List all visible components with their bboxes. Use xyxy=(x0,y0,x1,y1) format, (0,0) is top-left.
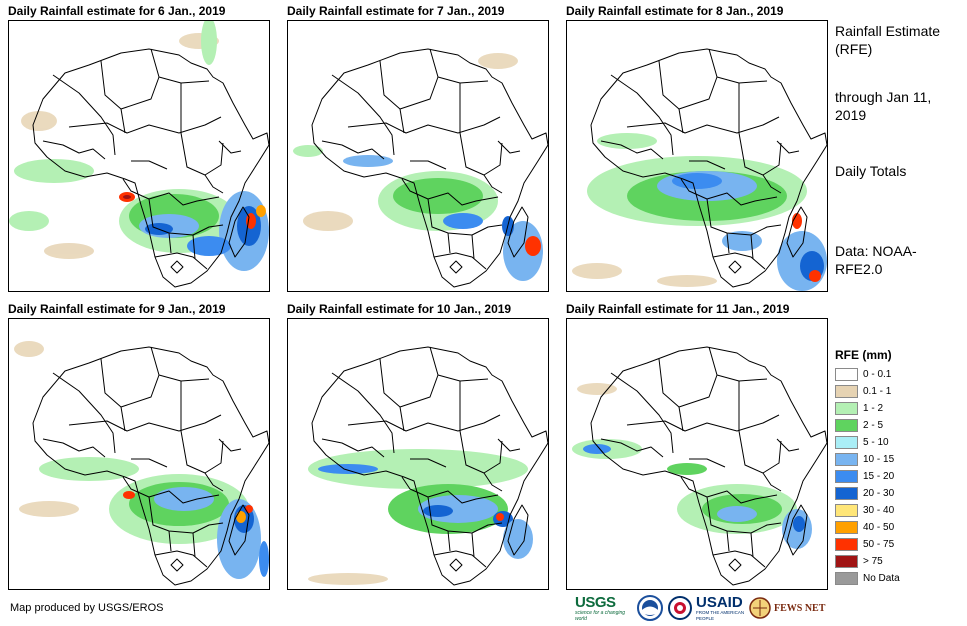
rfe-heading: Rainfall Estimate (RFE) xyxy=(835,23,941,57)
legend-item: 50 - 75 xyxy=(835,536,955,553)
noaa-logo xyxy=(637,593,665,623)
legend-swatch xyxy=(835,555,858,568)
usaid-logo: USAID FROM THE AMERICAN PEOPLE xyxy=(696,593,752,623)
legend-label: 1 - 2 xyxy=(863,403,884,414)
rainfall-map xyxy=(8,20,270,292)
rainfall-map-graphic xyxy=(572,346,827,586)
fews-net-wordmark: FEWS NET xyxy=(774,602,826,614)
legend-swatch xyxy=(835,368,858,381)
partner-logos: USGS science for a changing world USAID … xyxy=(575,593,825,623)
legend-swatch xyxy=(835,436,858,449)
legend-swatch xyxy=(835,504,858,517)
panel-title: Daily Rainfall estimate for 9 Jan., 2019 xyxy=(8,302,226,316)
legend-swatch xyxy=(835,470,858,483)
legend-label: 15 - 20 xyxy=(863,471,895,482)
rain-dry-area xyxy=(14,341,79,517)
legend-label: 10 - 15 xyxy=(863,454,895,465)
usaid-seal xyxy=(668,593,694,623)
legend-label: No Data xyxy=(863,573,900,584)
rainfall-map-graphic xyxy=(14,341,269,586)
legend-item: 1 - 2 xyxy=(835,400,955,417)
legend-title: RFE (mm) xyxy=(835,348,892,362)
legend-item: 15 - 20 xyxy=(835,468,955,485)
rainfall-map xyxy=(287,20,549,292)
legend-item: 30 - 40 xyxy=(835,502,955,519)
legend-item: 10 - 15 xyxy=(835,451,955,468)
panel-title: Daily Rainfall estimate for 10 Jan., 201… xyxy=(287,302,512,316)
legend-label: 30 - 40 xyxy=(863,505,895,516)
legend-label: 5 - 10 xyxy=(863,437,889,448)
noaa-seal-icon xyxy=(637,595,663,621)
legend-swatch xyxy=(835,538,858,551)
daily-totals-label: Daily Totals xyxy=(835,163,907,179)
rain-dry-area xyxy=(577,383,617,395)
legend-item: 0 - 0.1 xyxy=(835,366,955,383)
usgs-tagline: science for a changing world xyxy=(575,609,626,622)
legend-item: > 75 xyxy=(835,553,955,570)
map-credit: Map produced by USGS/EROS xyxy=(10,602,164,614)
legend-label: 2 - 5 xyxy=(863,420,884,431)
rainfall-map xyxy=(287,318,549,590)
usaid-wordmark: USAID xyxy=(696,593,743,611)
legend-label: 40 - 50 xyxy=(863,522,895,533)
legend-item: 0.1 - 1 xyxy=(835,383,955,400)
fews-net-globe-icon xyxy=(749,597,771,619)
rain-dry-area xyxy=(308,573,388,585)
legend-swatch xyxy=(835,521,858,534)
usgs-wordmark: USGS xyxy=(575,593,616,611)
usaid-tagline: FROM THE AMERICAN PEOPLE xyxy=(696,609,745,621)
legend-label: 0 - 0.1 xyxy=(863,369,892,380)
rainfall-map-graphic xyxy=(308,346,548,586)
legend-swatch xyxy=(835,572,858,585)
usaid-seal-icon xyxy=(668,596,692,620)
rain-field xyxy=(39,457,269,579)
rainfall-map xyxy=(566,318,828,590)
legend-item: 40 - 50 xyxy=(835,519,955,536)
panel-title: Daily Rainfall estimate for 11 Jan., 201… xyxy=(566,302,790,316)
rain-field xyxy=(572,439,812,549)
through-date: through Jan 11, 2019 xyxy=(835,89,932,123)
usgs-logo: USGS science for a changing world xyxy=(575,593,635,623)
legend-label: 50 - 75 xyxy=(863,539,895,550)
legend-item: 20 - 30 xyxy=(835,485,955,502)
rainfall-map-graphic xyxy=(9,21,269,288)
legend-swatch xyxy=(835,402,858,415)
panel-title: Daily Rainfall estimate for 7 Jan., 2019 xyxy=(287,4,505,18)
rainfall-map-graphic xyxy=(293,48,548,288)
legend-label: 20 - 30 xyxy=(863,488,895,499)
legend-swatch xyxy=(835,385,858,398)
rain-field xyxy=(9,21,269,271)
legend-item: 2 - 5 xyxy=(835,417,955,434)
legend-item: No Data xyxy=(835,570,955,587)
legend-label: 0.1 - 1 xyxy=(863,386,892,397)
data-source: Data: NOAA- RFE2.0 xyxy=(835,243,917,277)
panel-title: Daily Rainfall estimate for 6 Jan., 2019 xyxy=(8,4,226,18)
legend-swatch xyxy=(835,453,858,466)
rain-dry-area xyxy=(572,263,717,287)
fews-net-logo: FEWS NET xyxy=(749,593,827,623)
panel-title: Daily Rainfall estimate for 8 Jan., 2019 xyxy=(566,4,784,18)
rainfall-map xyxy=(8,318,270,590)
rainfall-map xyxy=(566,20,828,292)
legend-item: 5 - 10 xyxy=(835,434,955,451)
rainfall-map-graphic xyxy=(572,48,827,291)
legend-swatch xyxy=(835,419,858,432)
rainfall-legend: 0 - 0.1 0.1 - 1 1 - 2 2 - 5 5 - 10 10 - 15 15 … xyxy=(835,366,955,587)
legend-swatch xyxy=(835,487,858,500)
legend-label: > 75 xyxy=(863,556,883,567)
rain-dry-area xyxy=(303,53,518,231)
